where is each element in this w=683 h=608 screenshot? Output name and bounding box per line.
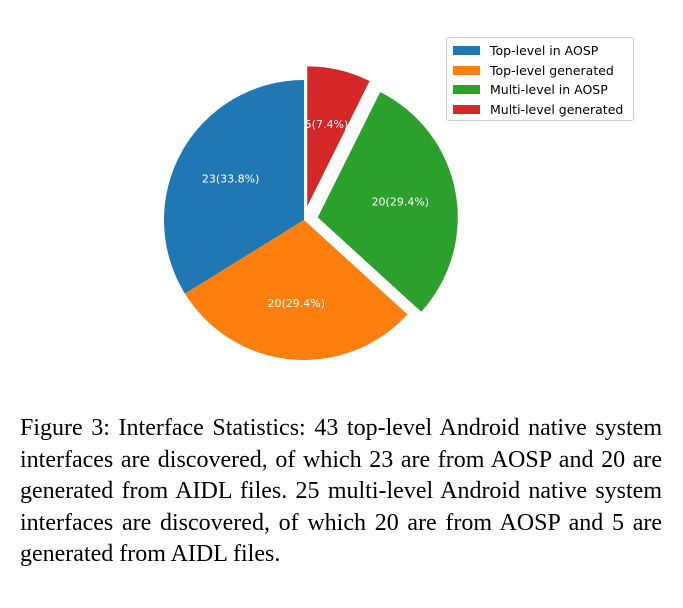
legend-swatch (453, 46, 480, 56)
legend-label: Multi-level generated (490, 101, 624, 117)
pie-slice (184, 220, 408, 360)
pie-slice (307, 66, 370, 207)
figure: 23(33.8%) 20(29.4%) 20(29.4%) 5(7.4%) Top-l… (163, 37, 634, 360)
legend-item: Top-level in AOSP (453, 41, 627, 61)
figure-caption: Figure 3: Interface Statistics: 43 top-l… (20, 415, 662, 567)
legend-label: Top-level in AOSP (490, 43, 599, 59)
legend-swatch (453, 104, 480, 114)
legend-label: Top-level generated (490, 62, 614, 78)
legend: Top-level in AOSP Top-level generated Mu… (446, 37, 634, 121)
legend-swatch (453, 65, 480, 75)
pie-slice-label: 23(33.8%) (202, 173, 260, 186)
pie-slice (163, 80, 304, 294)
pie-slices (163, 66, 458, 360)
legend-item: Multi-level generated (453, 100, 627, 120)
pie-labels: 23(33.8%) 20(29.4%) 20(29.4%) 5(7.4%) (202, 118, 429, 310)
pie-slice-label: 20(29.4%) (372, 195, 430, 208)
legend-label: Multi-level in AOSP (490, 82, 608, 98)
legend-item: Top-level generated (453, 61, 627, 81)
pie-slice-label: 20(29.4%) (267, 297, 325, 310)
pie-slice-label: 5(7.4%) (305, 118, 349, 131)
pie-chart: 23(33.8%) 20(29.4%) 20(29.4%) 5(7.4%) (163, 66, 458, 360)
pie-slice (317, 92, 458, 312)
legend-swatch (453, 85, 480, 95)
legend-item: Multi-level in AOSP (453, 80, 627, 100)
